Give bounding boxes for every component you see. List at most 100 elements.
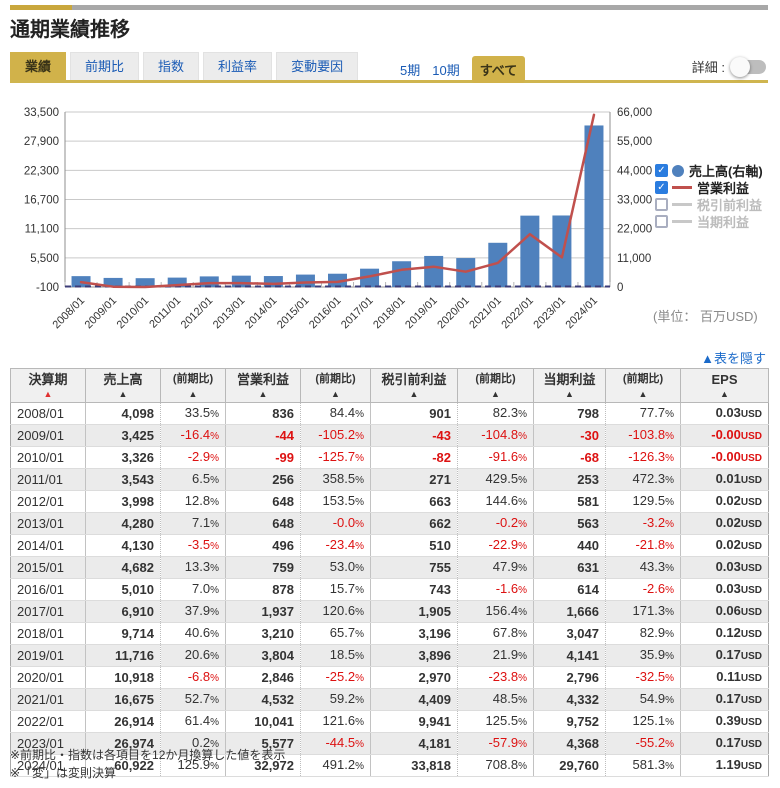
sort-net-income-sort-triangle-icon[interactable]: ▲ <box>565 389 574 399</box>
sort-eps-sort-triangle-icon[interactable]: ▲ <box>720 389 729 399</box>
sort-eps[interactable]: EPS ▲ <box>680 368 769 403</box>
percent-sign: % <box>210 563 219 574</box>
table-row: 2019/01 11,716 20.6% 3,804 18.5% 3,896 21.9% 4,… <box>10 644 769 667</box>
cell-eps: 0.02USD <box>680 534 769 557</box>
cell-fiscal-period: 2021/01 <box>10 688 86 711</box>
cell-fiscal-period: 2018/01 <box>10 622 86 645</box>
legend-sales-checkbox[interactable]: ✓ <box>655 164 668 177</box>
cell-value: 10,918 <box>85 666 161 689</box>
cell-value: 836 <box>225 402 301 425</box>
x-axis-label: 2021/01 <box>467 295 504 332</box>
legend-net-income-label: 当期利益 <box>697 215 750 230</box>
legend-pretax-income[interactable]: 税引前利益 <box>655 196 763 213</box>
sort-operating-income-yoy-label: (前期比) <box>315 373 356 385</box>
period-10-link[interactable]: 10期 <box>432 63 460 78</box>
cell-yoy-percent: -104.8% <box>457 424 534 447</box>
cell-yoy-percent: -21.8% <box>605 534 681 557</box>
period-5-link[interactable]: 5期 <box>400 63 421 78</box>
cell-value: 4,682 <box>85 556 161 579</box>
percent-sign: % <box>665 431 674 442</box>
sort-operating-income-yoy-sort-triangle-icon[interactable]: ▲ <box>331 389 340 399</box>
legend-sales-marker-icon <box>672 164 684 177</box>
percent-sign: % <box>665 497 674 508</box>
sort-pretax-income-label: 税引前利益 <box>381 372 447 387</box>
sort-pretax-income-yoy-sort-triangle-icon[interactable]: ▲ <box>491 389 500 399</box>
percent-sign: % <box>665 695 674 706</box>
sort-sales-yoy-label: (前期比) <box>172 373 214 385</box>
percent-sign: % <box>518 431 527 442</box>
detail-toggle-switch[interactable] <box>730 56 766 77</box>
tab-profit-margin[interactable]: 利益率 <box>203 52 273 80</box>
sort-net-income-yoy[interactable]: (前期比) ▲ <box>605 368 681 403</box>
table-row: 2020/01 10,918 -6.8% 2,846 -25.2% 2,970 -23.8%… <box>10 666 769 689</box>
sort-fiscal-period[interactable]: 決算期 ▲ <box>10 368 86 403</box>
cell-yoy-percent: -103.8% <box>605 424 681 447</box>
cell-fiscal-period: 2022/01 <box>10 710 86 733</box>
legend-operating-income[interactable]: ✓ 営業利益 <box>655 179 763 196</box>
cell-value: 759 <box>225 556 301 579</box>
cell-value: 798 <box>533 402 606 425</box>
sort-pretax-income-yoy[interactable]: (前期比) ▲ <box>457 368 534 403</box>
hide-table-link[interactable]: ▲表を隠す <box>701 351 766 366</box>
right-axis-tick-label: 0 <box>617 282 623 294</box>
period-all-button[interactable]: すべて <box>471 56 526 83</box>
sort-net-income-yoy-sort-triangle-icon[interactable]: ▲ <box>638 389 648 399</box>
cell-yoy-percent: 125.1% <box>605 710 681 733</box>
cell-value: 1,937 <box>225 600 301 623</box>
legend-operating-income-checkbox[interactable]: ✓ <box>655 181 668 194</box>
x-axis-label: 2024/01 <box>563 295 600 332</box>
sort-operating-income-label: 営業利益 <box>236 372 289 387</box>
sort-pretax-income-sort-triangle-icon[interactable]: ▲ <box>409 389 419 399</box>
cell-fiscal-period: 2020/01 <box>10 666 86 689</box>
sort-net-income-yoy-label: (前期比) <box>622 373 664 385</box>
percent-sign: % <box>665 673 674 684</box>
x-axis-label: 2017/01 <box>339 295 376 332</box>
cell-eps: 0.17USD <box>680 644 769 667</box>
cell-yoy-percent: 37.9% <box>160 600 226 623</box>
cell-fiscal-period: 2015/01 <box>10 556 86 579</box>
sort-sales-yoy-sort-triangle-icon[interactable]: ▲ <box>188 389 198 399</box>
revenue-bar <box>231 275 251 287</box>
operating-income-line <box>79 113 596 289</box>
percent-sign: % <box>210 431 219 442</box>
sort-operating-income-sort-triangle-icon[interactable]: ▲ <box>258 389 268 399</box>
tab-performance[interactable]: 業績 <box>10 52 67 80</box>
percent-sign: % <box>518 409 527 420</box>
cell-fiscal-period: 2016/01 <box>10 578 86 601</box>
cell-yoy-percent: -2.6% <box>605 578 681 601</box>
percent-sign: % <box>210 695 219 706</box>
cell-yoy-percent: -126.3% <box>605 446 681 469</box>
legend-pretax-income-marker-icon <box>672 203 692 206</box>
legend-net-income[interactable]: 当期利益 <box>655 213 763 230</box>
sort-sales[interactable]: 売上高 ▲ <box>85 368 161 403</box>
percent-sign: % <box>665 761 674 772</box>
legend-pretax-income-checkbox[interactable] <box>655 198 668 211</box>
sort-net-income[interactable]: 当期利益 ▲ <box>533 368 606 403</box>
cell-value: 1,666 <box>533 600 606 623</box>
eps-unit: USD <box>740 629 762 640</box>
percent-sign: % <box>518 629 527 640</box>
legend-net-income-checkbox[interactable] <box>655 215 668 228</box>
sort-fiscal-period-sort-triangle-icon[interactable]: ▲ <box>43 389 53 399</box>
cell-value: 510 <box>370 534 458 557</box>
cell-fiscal-period: 2014/01 <box>10 534 86 557</box>
cell-yoy-percent: -3.2% <box>605 512 681 535</box>
percent-sign: % <box>355 629 364 640</box>
cell-fiscal-period: 2009/01 <box>10 424 86 447</box>
sort-sales-sort-triangle-icon[interactable]: ▲ <box>118 389 128 399</box>
sort-operating-income-yoy[interactable]: (前期比) ▲ <box>300 368 371 403</box>
cell-eps: -0.00USD <box>680 446 769 469</box>
cell-value: -43 <box>370 424 458 447</box>
sort-operating-income[interactable]: 営業利益 ▲ <box>225 368 301 403</box>
cell-yoy-percent: 20.6% <box>160 644 226 667</box>
cell-fiscal-period: 2013/01 <box>10 512 86 535</box>
sort-fiscal-period-label: 決算期 <box>28 372 68 387</box>
cell-value: 5,577 <box>225 732 301 755</box>
legend-sales[interactable]: ✓ 売上高(右軸) <box>655 162 763 179</box>
tab-change-factors[interactable]: 変動要因 <box>276 52 359 80</box>
tab-index[interactable]: 指数 <box>143 52 200 80</box>
sort-sales-yoy[interactable]: (前期比) ▲ <box>160 368 226 403</box>
sort-pretax-income[interactable]: 税引前利益 ▲ <box>370 368 458 403</box>
tab-prior-year-ratio[interactable]: 前期比 <box>70 52 140 80</box>
revenue-bar <box>263 276 283 287</box>
